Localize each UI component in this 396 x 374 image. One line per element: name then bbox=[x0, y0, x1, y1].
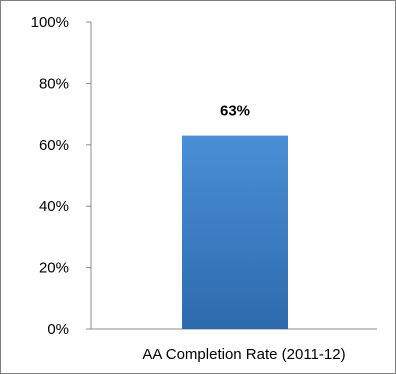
y-tick-label: 40% bbox=[39, 198, 69, 215]
y-tick-label: 100% bbox=[31, 14, 69, 31]
bar bbox=[182, 135, 288, 329]
y-tick-label: 60% bbox=[39, 137, 69, 154]
data-labels: 63% bbox=[220, 103, 250, 120]
category-labels: AA Completion Rate (2011-12) bbox=[142, 346, 345, 363]
x-category-label: AA Completion Rate (2011-12) bbox=[142, 346, 345, 363]
bars bbox=[182, 135, 288, 329]
y-axis-ticks: 0% 20% 40% 60% 80% 100% bbox=[31, 14, 91, 338]
y-tick-label: 80% bbox=[39, 75, 69, 92]
y-tick-label: 0% bbox=[47, 321, 69, 338]
bar-data-label: 63% bbox=[220, 103, 250, 120]
y-tick-label: 20% bbox=[39, 260, 69, 277]
